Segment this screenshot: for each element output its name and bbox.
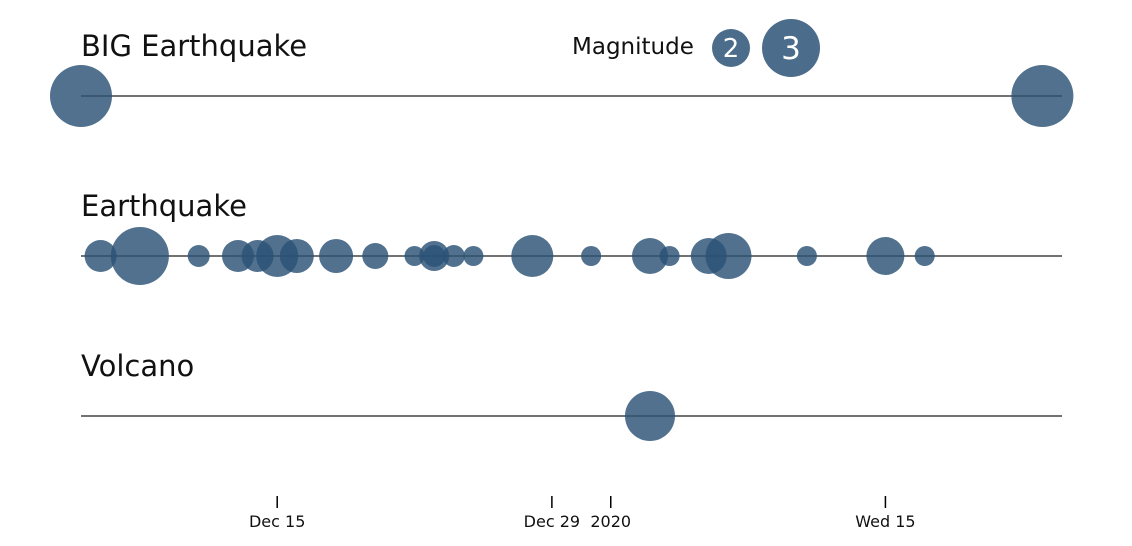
row-title: BIG Earthquake [81, 29, 307, 63]
rows: BIG Earthquake Earthquake Volcano [50, 29, 1074, 441]
event-bubble [362, 243, 389, 269]
row-title: Volcano [81, 349, 194, 383]
event-bubble [581, 246, 602, 266]
event-bubble [187, 245, 210, 267]
event-bubble [1011, 65, 1074, 127]
x-tick-label: Dec 15 [249, 512, 305, 531]
event-bubble [632, 238, 668, 274]
x-axis: Dec 15 Dec 29 2020 Wed 15 [249, 496, 916, 531]
event-bubble [511, 235, 554, 277]
event-bubble [442, 245, 465, 267]
event-bubble [866, 237, 905, 275]
event-bubble [110, 227, 169, 285]
legend-bubble-2 [712, 29, 750, 67]
event-bubble [659, 246, 680, 266]
event-bubble [463, 246, 484, 266]
row-2: Volcano [81, 349, 1062, 441]
row-0: BIG Earthquake [50, 29, 1074, 127]
event-bubble [705, 233, 752, 279]
x-tick-label: 2020 [590, 512, 631, 531]
row-1: Earthquake [81, 189, 1062, 285]
event-bubble [404, 246, 425, 266]
legend-bubble-3 [762, 19, 820, 77]
event-bubble [796, 246, 817, 266]
event-bubble [319, 239, 354, 273]
legend-label: 3 [781, 31, 801, 67]
event-bubble [625, 391, 675, 441]
event-bubble [279, 239, 314, 273]
x-tick-label: Wed 15 [855, 512, 915, 531]
event-bubble [914, 246, 935, 266]
event-bubble [84, 240, 117, 272]
event-bubble [423, 245, 446, 267]
x-tick-label: Dec 29 [524, 512, 580, 531]
legend-label: 2 [723, 34, 740, 64]
row-title: Earthquake [81, 189, 247, 223]
legend-title: Magnitude [572, 34, 694, 60]
event-bubble [50, 65, 112, 127]
